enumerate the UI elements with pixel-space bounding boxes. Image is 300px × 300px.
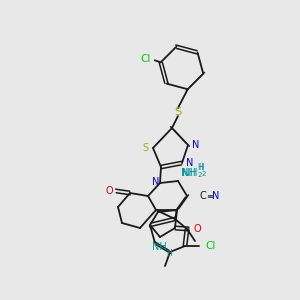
Text: H: H [198,163,204,172]
Text: N: N [152,177,160,187]
Text: S: S [174,107,182,117]
Text: S: S [142,143,148,153]
Text: 2: 2 [202,171,206,177]
Text: O: O [193,224,201,234]
Text: NH: NH [152,242,166,252]
Text: H: H [197,163,203,172]
Text: C: C [200,191,206,201]
Text: NH: NH [182,168,198,178]
Text: N: N [186,158,194,168]
Text: N: N [212,191,220,201]
Text: Cl: Cl [206,241,216,251]
Text: O: O [105,186,113,196]
Text: H: H [166,250,172,259]
Text: ≡: ≡ [206,191,214,200]
Text: N: N [192,140,200,150]
Text: 2: 2 [198,172,202,178]
Text: Cl: Cl [141,54,151,64]
Text: NH: NH [181,168,195,178]
